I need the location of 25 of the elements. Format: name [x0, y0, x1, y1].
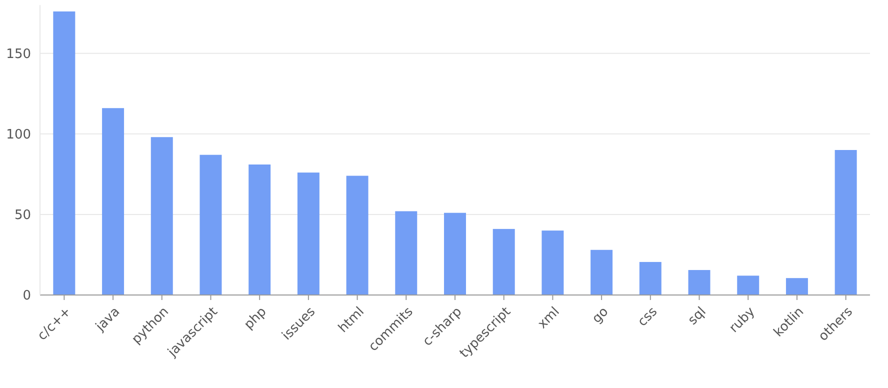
- x-tick-label: sql: [686, 304, 710, 328]
- bar: [53, 11, 76, 295]
- bar: [542, 230, 564, 295]
- bar: [200, 154, 222, 295]
- bar: [248, 164, 271, 295]
- bar: [492, 228, 515, 295]
- bar: [444, 212, 466, 295]
- bar: [834, 150, 857, 295]
- x-tick-label: go: [590, 304, 612, 327]
- y-tick-label: 100: [6, 127, 31, 142]
- bar: [590, 250, 613, 295]
- bar: [150, 137, 173, 295]
- x-tick-label: php: [242, 304, 270, 333]
- y-tick-label: 50: [14, 208, 31, 223]
- bar: [346, 176, 368, 295]
- x-tick-label: css: [635, 304, 661, 330]
- bar: [102, 108, 124, 295]
- bar: [297, 172, 320, 295]
- bar: [688, 270, 710, 295]
- bar: [786, 278, 808, 295]
- bar: [639, 262, 662, 295]
- y-tick-label: 0: [22, 288, 31, 304]
- y-tick-label: 150: [6, 46, 31, 62]
- bar: [737, 276, 760, 295]
- bar: [395, 211, 418, 295]
